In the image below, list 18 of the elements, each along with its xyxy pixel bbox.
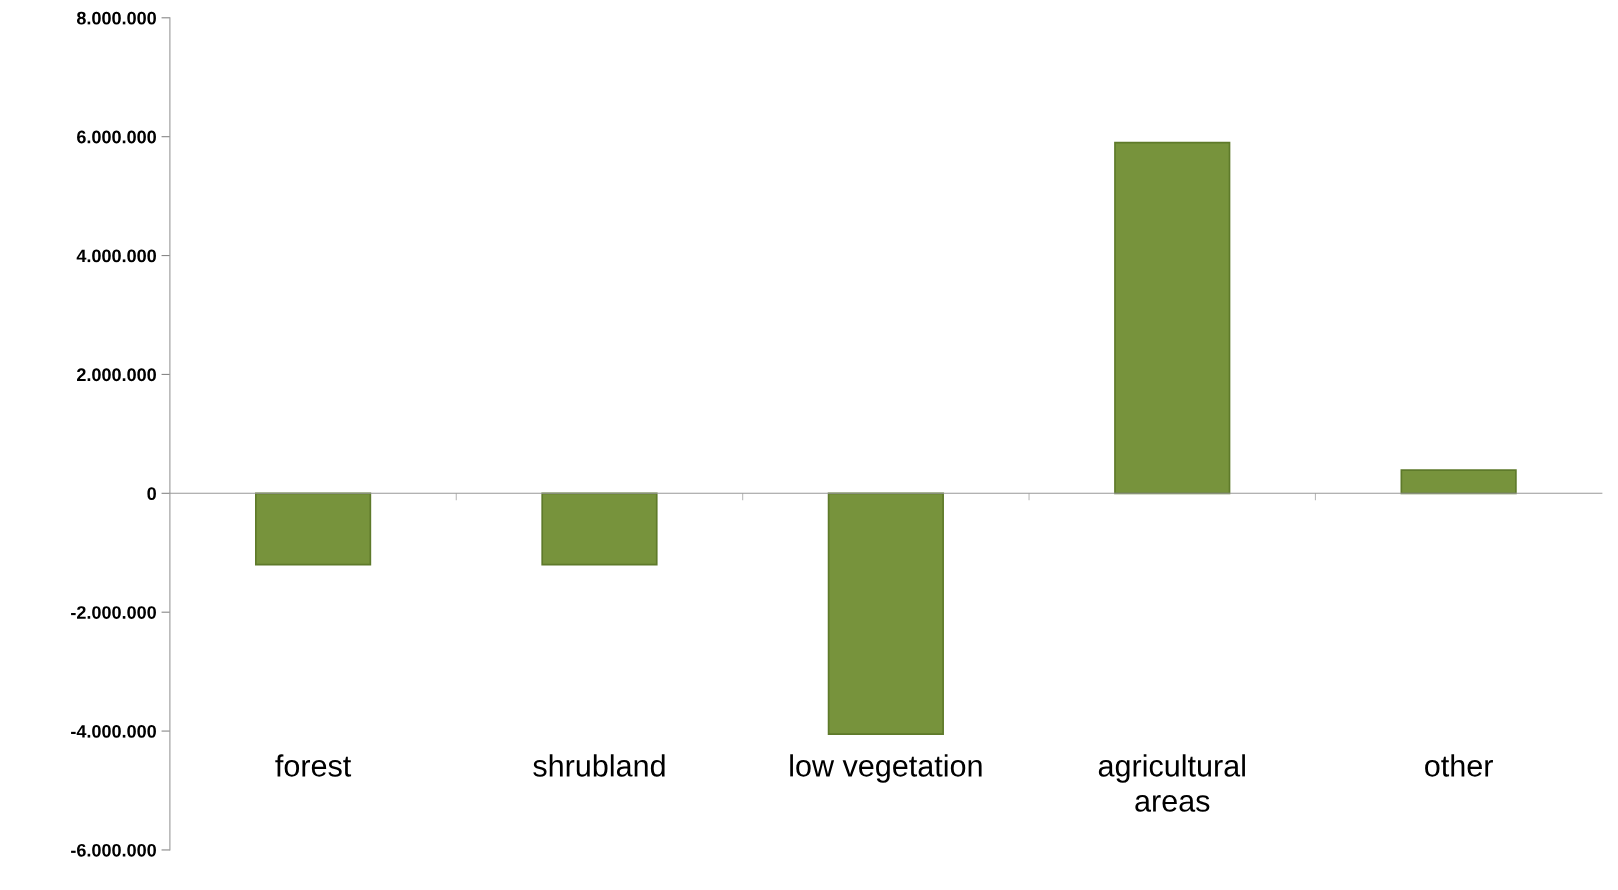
bar [827, 492, 944, 735]
x-tick-label: low vegetation [790, 754, 982, 783]
bar [1114, 141, 1231, 495]
bar [1400, 469, 1517, 495]
y-tick-label: -2.000.000 [71, 606, 156, 619]
bar [254, 492, 372, 566]
x-tick-label: agricultural areas [1098, 754, 1245, 812]
y-tick-label: 6.000.000 [77, 130, 156, 144]
x-tick-label: shrubland [533, 754, 665, 777]
y-tick-label: 8.000.000 [76, 11, 156, 25]
y-tick-label: -4.000.000 [71, 725, 156, 738]
bar [541, 492, 658, 566]
x-tick-label: forest [275, 754, 352, 777]
y-tick-label: 0 [147, 487, 156, 501]
y-tick-label: 2.000.000 [77, 368, 156, 382]
x-tick-label: other [1425, 754, 1493, 777]
y-tick-label: -6.000.000 [71, 843, 156, 857]
y-tick-label: 4.000.000 [76, 249, 156, 263]
